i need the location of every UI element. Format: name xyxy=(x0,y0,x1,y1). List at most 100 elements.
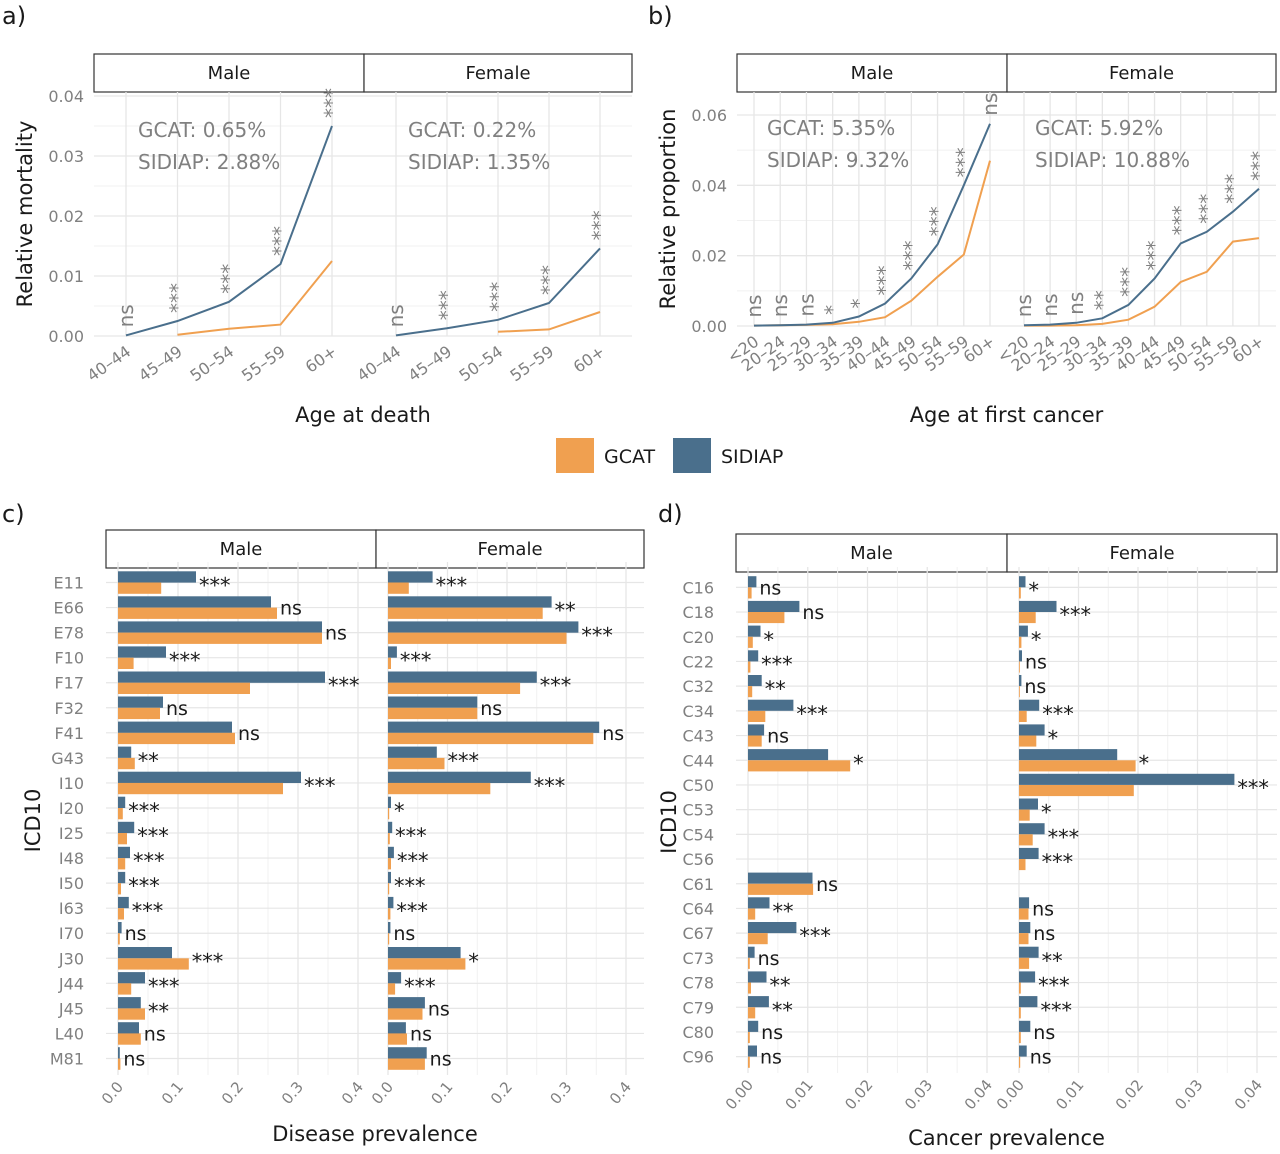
significance-label: *** xyxy=(133,849,165,873)
significance-label: ns xyxy=(1024,676,1046,698)
x-axis-title: Cancer prevalence xyxy=(908,1126,1105,1150)
y-tick-label: E66 xyxy=(54,599,84,618)
significance-label: ns xyxy=(1033,923,1055,945)
y-tick-label: J45 xyxy=(58,999,84,1018)
bar-sidiap xyxy=(388,1047,427,1059)
bar-gcat xyxy=(118,757,135,770)
bar-sidiap xyxy=(1019,650,1022,662)
y-tick-label: 0.02 xyxy=(48,207,84,226)
significance-label: ns xyxy=(1033,1022,1055,1044)
significance-label: * xyxy=(1139,751,1150,775)
bar-gcat xyxy=(388,657,391,669)
significance-label: *** xyxy=(304,774,336,798)
bar-sidiap xyxy=(388,1022,406,1034)
bar-sidiap xyxy=(1019,922,1031,934)
bar-gcat xyxy=(118,682,250,694)
bar-sidiap xyxy=(1019,773,1235,785)
panel-a: a) Relative mortality Age at death 0.00 0.01… xyxy=(2,2,633,427)
facet-male: Malensns*********ns*ns*****ns****nsns0.0… xyxy=(722,533,1008,1113)
x-tick-label: 0.4 xyxy=(606,1078,635,1108)
y-tick-label: J30 xyxy=(58,949,84,968)
bar-gcat xyxy=(388,908,391,920)
significance-label: ns xyxy=(760,1047,782,1069)
bar-sidiap xyxy=(748,625,761,637)
significance-label: *** xyxy=(1169,205,1193,235)
bar-gcat xyxy=(118,933,120,945)
significance-label: *** xyxy=(320,88,344,118)
significance-label: *** xyxy=(169,649,201,673)
significance-label: *** xyxy=(166,283,190,313)
bar-sidiap xyxy=(118,821,135,834)
significance-label: *** xyxy=(1059,603,1091,627)
bar-gcat xyxy=(1019,587,1021,599)
bar-sidiap xyxy=(388,821,393,834)
significance-label: *** xyxy=(435,290,459,320)
significance-label: *** xyxy=(404,974,436,998)
bar-sidiap xyxy=(118,947,172,959)
significance-label: *** xyxy=(1237,776,1269,800)
y-tick-label: E11 xyxy=(54,574,84,593)
bar-sidiap xyxy=(388,771,531,783)
facet-strip xyxy=(363,53,633,93)
bar-sidiap xyxy=(118,922,122,934)
bar-gcat xyxy=(118,958,189,970)
x-tick-label: 0.3 xyxy=(278,1078,307,1108)
bar-gcat xyxy=(748,1056,750,1068)
significance-label: *** xyxy=(1040,998,1072,1022)
significance-label: ns xyxy=(602,723,624,745)
bar-gcat xyxy=(1019,834,1033,846)
significance-label: ns xyxy=(1012,294,1036,317)
bar-gcat xyxy=(118,582,162,594)
facet-strip xyxy=(1006,533,1278,573)
significance-label: * xyxy=(847,299,871,309)
x-tick-label: 0.0 xyxy=(98,1078,127,1108)
bar-gcat xyxy=(388,582,409,594)
bar-gcat xyxy=(388,757,445,770)
significance-label: *** xyxy=(899,241,923,271)
series-line-sidiap xyxy=(1023,188,1260,327)
x-tick-label: 0.3 xyxy=(546,1078,575,1108)
bar-gcat xyxy=(388,682,521,694)
bar-sidiap xyxy=(118,671,325,683)
bar-gcat xyxy=(118,883,121,895)
bar-gcat xyxy=(1019,612,1036,624)
bar-gcat xyxy=(748,982,751,994)
y-tick-label: I63 xyxy=(59,899,84,918)
significance-label: ** xyxy=(765,677,786,701)
bar-gcat xyxy=(118,833,127,845)
significance-label: *** xyxy=(269,226,293,256)
significance-label: ns xyxy=(144,1023,166,1045)
significance-label: ** xyxy=(555,599,576,623)
significance-label: ns xyxy=(280,598,302,620)
summary-annotation: GCAT: 0.22% xyxy=(408,118,536,142)
y-tick-label: C16 xyxy=(682,578,714,597)
significance-label: ns xyxy=(430,1048,452,1070)
summary-annotation: SIDIAP: 2.88% xyxy=(138,150,280,174)
significance-label: ** xyxy=(138,749,159,773)
series-line-sidiap xyxy=(395,247,601,337)
bar-gcat xyxy=(388,808,390,820)
bar-sidiap xyxy=(1019,699,1040,711)
bar-sidiap xyxy=(1019,823,1045,835)
significance-label: *** xyxy=(537,265,561,295)
significance-label: * xyxy=(1031,628,1042,652)
significance-label: ns xyxy=(794,293,818,316)
significance-label: ** xyxy=(773,899,794,923)
bar-gcat xyxy=(388,933,390,945)
significance-label: ns xyxy=(393,923,415,945)
y-tick-label: 0.06 xyxy=(691,106,727,125)
significance-label: * xyxy=(468,949,479,973)
significance-label: *** xyxy=(436,574,468,598)
bar-gcat xyxy=(388,707,478,720)
x-axis-title: Age at death xyxy=(295,403,431,427)
bar-gcat xyxy=(1019,1056,1021,1068)
bar-sidiap xyxy=(388,646,397,658)
significance-label: *** xyxy=(394,874,426,898)
bar-gcat xyxy=(388,607,543,619)
y-tick-label: C43 xyxy=(682,727,714,746)
significance-label: *** xyxy=(1116,267,1140,297)
bar-gcat xyxy=(748,908,756,920)
bar-gcat xyxy=(118,808,123,820)
